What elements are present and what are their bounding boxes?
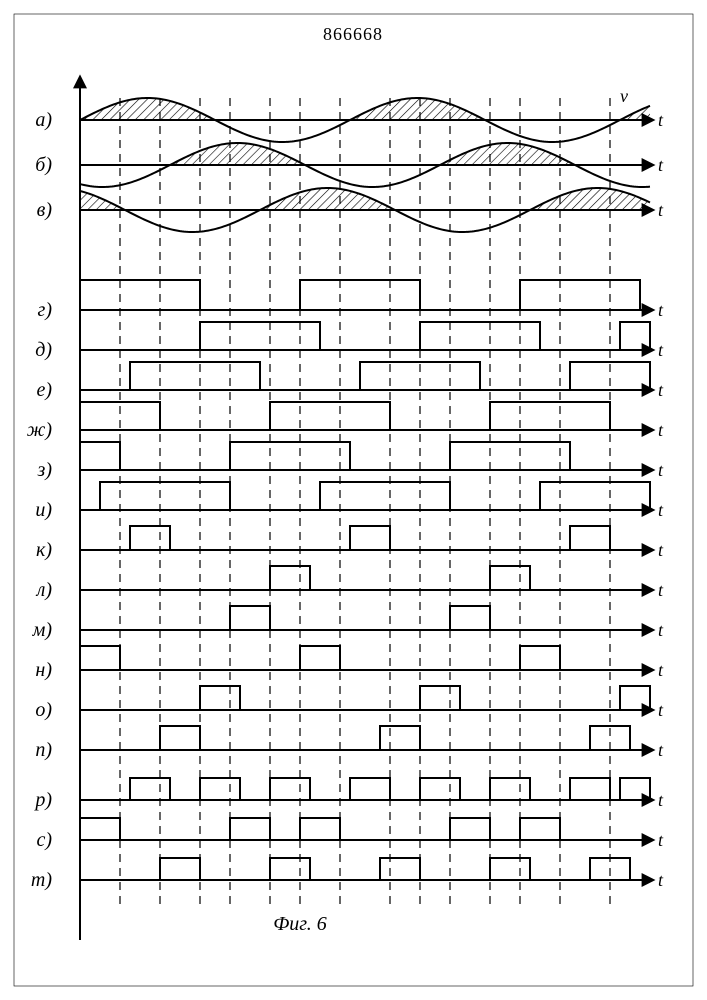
svg-text:р): р) bbox=[33, 789, 52, 811]
svg-text:t: t bbox=[658, 740, 664, 760]
svg-text:t: t bbox=[658, 870, 664, 890]
svg-text:ж): ж) bbox=[27, 419, 53, 441]
svg-text:г): г) bbox=[38, 299, 53, 321]
svg-text:а): а) bbox=[35, 109, 52, 131]
svg-text:м): м) bbox=[32, 619, 53, 641]
svg-text:t: t bbox=[658, 580, 664, 600]
svg-text:t: t bbox=[658, 300, 664, 320]
svg-text:с): с) bbox=[36, 829, 52, 851]
svg-text:t: t bbox=[658, 830, 664, 850]
svg-text:е): е) bbox=[36, 379, 52, 401]
svg-text:t: t bbox=[658, 110, 664, 130]
timing-diagram: 866668 tа)tб)tв)v tг)tд)tе)tж)tз)tи)tк)t… bbox=[0, 0, 707, 1000]
svg-text:д): д) bbox=[35, 339, 52, 361]
figure-container: 866668 tа)tб)tв)v tг)tд)tе)tж)tз)tи)tк)t… bbox=[0, 0, 707, 1000]
svg-text:t: t bbox=[658, 340, 664, 360]
svg-text:п): п) bbox=[35, 739, 52, 761]
sine-waves: t а) t б) t в) v bbox=[35, 86, 664, 232]
svg-text:t: t bbox=[658, 200, 664, 220]
pulse-rows: t г) t д) t е) t ж) t з) t и) t к) t л) t м) t н) t о) t п) t р) t… bbox=[27, 280, 664, 891]
svg-text:т): т) bbox=[31, 869, 52, 891]
svg-text:н): н) bbox=[35, 659, 52, 681]
doc-number: 866668 bbox=[323, 24, 383, 44]
svg-text:v: v bbox=[620, 86, 628, 106]
svg-text:t: t bbox=[658, 420, 664, 440]
svg-text:t: t bbox=[658, 380, 664, 400]
svg-text:t: t bbox=[658, 660, 664, 680]
svg-text:t: t bbox=[658, 155, 664, 175]
svg-text:з): з) bbox=[37, 459, 53, 481]
svg-text:t: t bbox=[658, 790, 664, 810]
svg-text:л): л) bbox=[36, 579, 53, 601]
svg-text:к): к) bbox=[36, 539, 52, 561]
svg-text:t: t bbox=[658, 540, 664, 560]
svg-text:t: t bbox=[658, 700, 664, 720]
svg-text:и): и) bbox=[35, 499, 52, 521]
svg-text:о): о) bbox=[35, 699, 52, 721]
figure-caption: Фиг. 6 bbox=[273, 913, 327, 935]
svg-text:t: t bbox=[658, 620, 664, 640]
vertical-guides bbox=[120, 98, 610, 905]
svg-text:в): в) bbox=[37, 199, 53, 221]
svg-text:t: t bbox=[658, 460, 664, 480]
svg-text:б): б) bbox=[35, 154, 52, 176]
svg-text:t: t bbox=[658, 500, 664, 520]
